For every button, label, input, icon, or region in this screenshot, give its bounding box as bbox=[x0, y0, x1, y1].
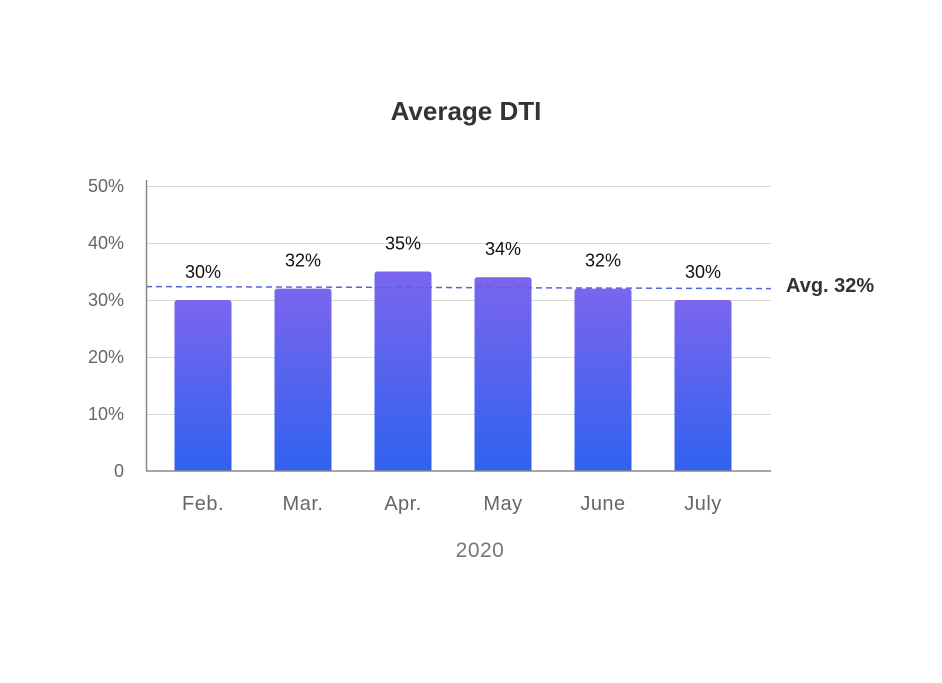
x-category-label: Feb. bbox=[182, 493, 224, 515]
average-line bbox=[145, 285, 772, 290]
data-label: 30% bbox=[685, 262, 721, 282]
y-tick-label: 30% bbox=[88, 290, 124, 310]
bar bbox=[274, 288, 332, 471]
chart-title: Average DTI bbox=[391, 96, 542, 126]
average-label: Avg. 32% bbox=[786, 275, 874, 297]
average-line-group: Avg. 32% bbox=[145, 275, 874, 297]
data-label: 30% bbox=[185, 262, 221, 282]
data-labels: 30% 32% 35% 34% 32% 30% bbox=[185, 234, 721, 283]
data-label: 32% bbox=[285, 251, 321, 271]
y-tick-label: 50% bbox=[88, 176, 124, 196]
data-label: 32% bbox=[585, 251, 621, 271]
y-tick-label: 0 bbox=[114, 461, 124, 481]
x-axis-title: 2020 bbox=[456, 539, 505, 562]
data-label: 35% bbox=[385, 234, 421, 254]
bar bbox=[174, 300, 232, 471]
bar bbox=[374, 271, 432, 471]
x-category-label: Apr. bbox=[384, 493, 422, 515]
bar bbox=[474, 277, 532, 471]
y-axis-ticks: 0 10% 20% 30% 40% 50% bbox=[88, 176, 124, 481]
bars bbox=[174, 271, 732, 471]
y-tick-label: 10% bbox=[88, 404, 124, 424]
x-category-label: Mar. bbox=[283, 493, 324, 515]
y-tick-label: 40% bbox=[88, 233, 124, 253]
x-axis-categories: Feb. Mar. Apr. May June July bbox=[182, 493, 722, 515]
x-category-label: July bbox=[684, 493, 722, 515]
bar bbox=[674, 300, 732, 471]
x-category-label: May bbox=[483, 493, 522, 515]
bar bbox=[574, 288, 632, 471]
data-label: 34% bbox=[485, 239, 521, 259]
y-tick-label: 20% bbox=[88, 347, 124, 367]
x-category-label: June bbox=[580, 493, 625, 515]
gridlines bbox=[146, 186, 771, 415]
